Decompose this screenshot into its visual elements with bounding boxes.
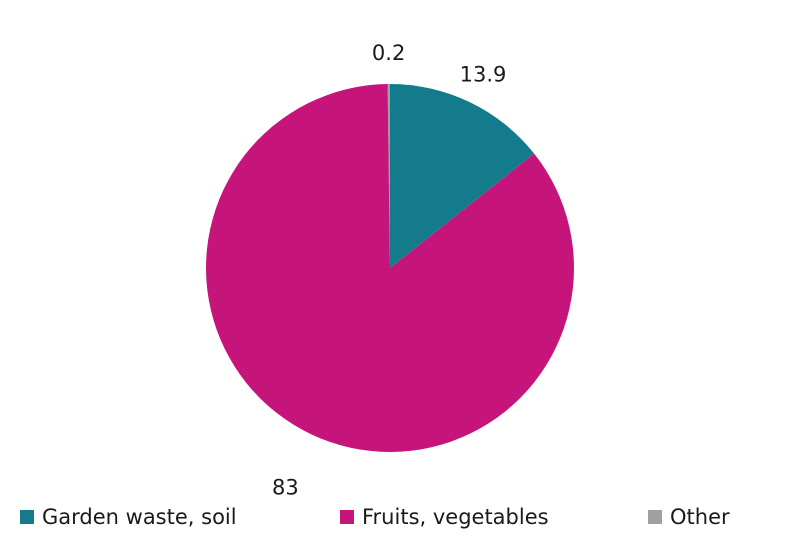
data-label: 13.9 (460, 62, 507, 86)
pie-slice (390, 84, 535, 268)
legend-label: Other (670, 505, 730, 529)
data-label: 0.2 (372, 41, 405, 65)
pie-slice (206, 84, 574, 452)
legend-swatch (20, 510, 34, 524)
legend-label: Garden waste, soil (42, 505, 237, 529)
legend-swatch (340, 510, 354, 524)
data-label: 83 (272, 475, 299, 499)
pie-slice (387, 84, 390, 268)
legend-label: Fruits, vegetables (362, 505, 549, 529)
legend-swatch (648, 510, 662, 524)
